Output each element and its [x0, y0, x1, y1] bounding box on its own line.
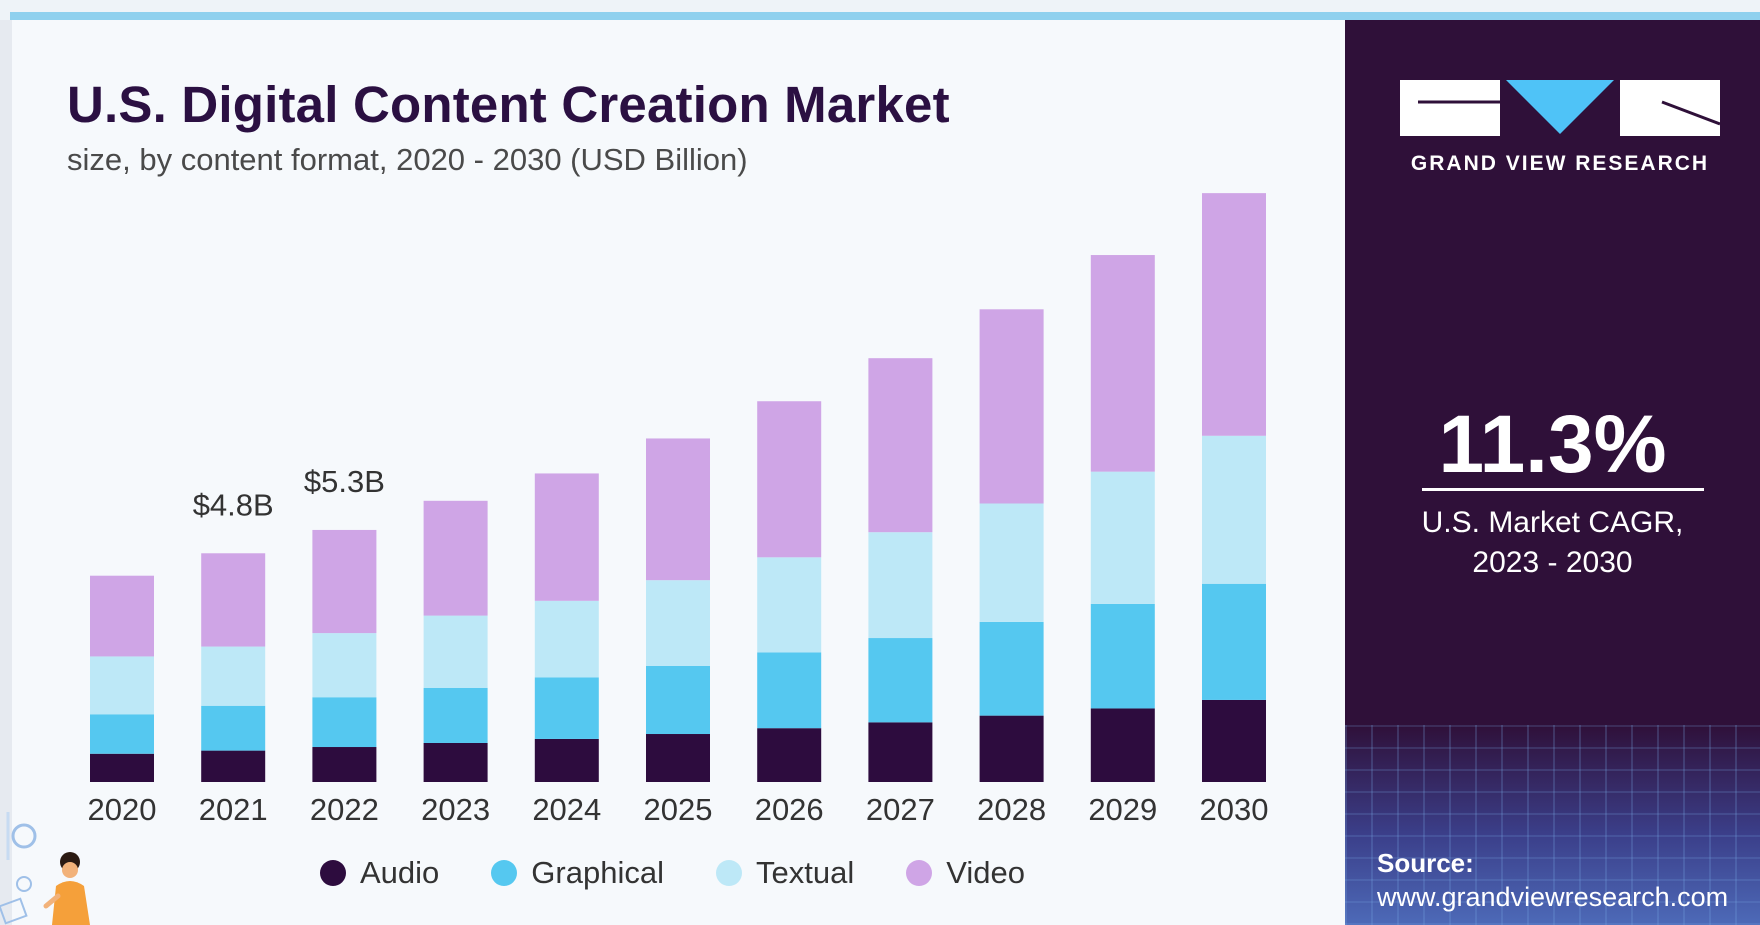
assistant-helper-icon[interactable] — [0, 800, 100, 925]
x-tick-label: 2030 — [1200, 792, 1269, 827]
bar-2028-textual — [979, 503, 1044, 622]
sidebar-panel: GRAND VIEW RESEARCH 11.3% U.S. Market CA… — [1345, 20, 1760, 925]
legend-item-video: Video — [906, 855, 1025, 891]
legend-item-textual: Textual — [715, 855, 855, 891]
bar-2021-graphical — [201, 705, 266, 751]
chart-title: U.S. Digital Content Creation Market — [67, 76, 950, 133]
bar-2022-video — [312, 529, 377, 634]
bar-2026-video — [757, 401, 822, 558]
bar-2030-graphical — [1202, 583, 1266, 700]
legend-swatch — [906, 860, 933, 886]
x-tick-label: 2023 — [421, 792, 490, 827]
bar-2027-graphical — [868, 638, 933, 723]
bar-2027-video — [868, 358, 933, 533]
bar-2028-audio — [979, 715, 1044, 782]
bar-2030-textual — [1202, 435, 1266, 584]
bar-2025-graphical — [646, 665, 710, 735]
x-tick-label: 2026 — [755, 792, 824, 827]
bar-2026-graphical — [757, 652, 822, 729]
bar-2024-graphical — [534, 677, 599, 739]
source-link[interactable]: www.grandviewresearch.com — [1377, 882, 1729, 912]
legend-swatch — [320, 860, 346, 886]
x-tick-label: 2021 — [199, 792, 268, 827]
grand-view-research-logo — [1400, 80, 1720, 136]
legend-label: Textual — [755, 855, 855, 890]
bar-2020-video — [90, 575, 154, 657]
bar-2022-textual — [312, 633, 377, 698]
x-tick-label: 2024 — [532, 792, 601, 827]
bar-2023-audio — [423, 742, 488, 782]
brand-name: GRAND VIEW RESEARCH — [1410, 152, 1710, 175]
bar-2022-graphical — [312, 697, 377, 748]
bar-2029-audio — [1090, 708, 1155, 782]
bar-2023-textual — [423, 615, 488, 688]
legend-item-audio: Audio — [320, 855, 439, 891]
bar-2030-video — [1202, 193, 1266, 436]
cagr-divider — [1422, 488, 1704, 491]
bar-2021-video — [201, 553, 266, 647]
bar-2028-graphical — [979, 621, 1044, 716]
bar-2025-audio — [646, 734, 710, 782]
data-label-2022: $5.3B — [304, 464, 385, 499]
x-tick-label: 2028 — [977, 792, 1046, 827]
bar-2024-textual — [534, 600, 599, 678]
cagr-label-line1: U.S. Market CAGR, — [1421, 506, 1684, 539]
legend-swatch — [491, 860, 518, 886]
bar-2026-textual — [757, 557, 822, 653]
bar-2025-textual — [646, 580, 710, 666]
x-tick-label: 2025 — [644, 792, 713, 827]
bar-2024-video — [534, 473, 599, 601]
x-tick-label: 2022 — [310, 792, 379, 827]
bar-2020-audio — [90, 753, 154, 782]
bar-2020-graphical — [90, 714, 154, 754]
bar-2021-textual — [201, 646, 266, 706]
bar-2026-audio — [757, 728, 822, 782]
bar-2030-audio — [1202, 699, 1266, 782]
left-edge — [0, 20, 12, 925]
top-accent-bar — [10, 12, 1760, 20]
legend-label: Video — [946, 855, 1025, 890]
bar-2027-audio — [868, 722, 933, 782]
legend-swatch — [715, 860, 742, 886]
bar-2020-textual — [90, 656, 154, 715]
stacked-bar-chart: 2020 2021 2022 2023 2024 2025 2026 2027 2028 2029… — [88, 193, 1269, 827]
cagr-value: 11.3% — [1438, 399, 1667, 490]
bar-2021-audio — [201, 750, 266, 782]
bar-2022-audio — [312, 747, 377, 782]
chart-legend: Audio Graphical Textual Video — [320, 855, 1025, 891]
source-label: Source: — [1377, 848, 1474, 878]
bar-2024-audio — [534, 738, 599, 782]
x-tick-label: 2029 — [1088, 792, 1157, 827]
bar-2028-video — [979, 309, 1044, 504]
bar-2023-graphical — [423, 687, 488, 743]
x-tick-label: 2020 — [88, 792, 157, 827]
bar-2023-video — [423, 500, 488, 616]
cagr-label-line2: 2023 - 2030 — [1472, 546, 1633, 579]
bar-2029-textual — [1090, 471, 1155, 604]
legend-item-graphical: Graphical — [491, 855, 664, 891]
bar-2027-textual — [868, 532, 933, 639]
cagr-label: U.S. Market CAGR, 2023 - 2030 — [1345, 503, 1760, 583]
chart-subtitle: size, by content format, 2020 - 2030 (US… — [67, 142, 748, 177]
bar-2025-video — [646, 438, 710, 581]
bar-2029-video — [1090, 255, 1155, 472]
legend-label: Audio — [360, 855, 440, 890]
data-label-2021: $4.8B — [193, 487, 274, 522]
mesh-background — [1345, 725, 1760, 925]
bar-2029-graphical — [1090, 603, 1155, 709]
legend-label: Graphical — [531, 855, 664, 890]
x-tick-label: 2027 — [866, 792, 935, 827]
